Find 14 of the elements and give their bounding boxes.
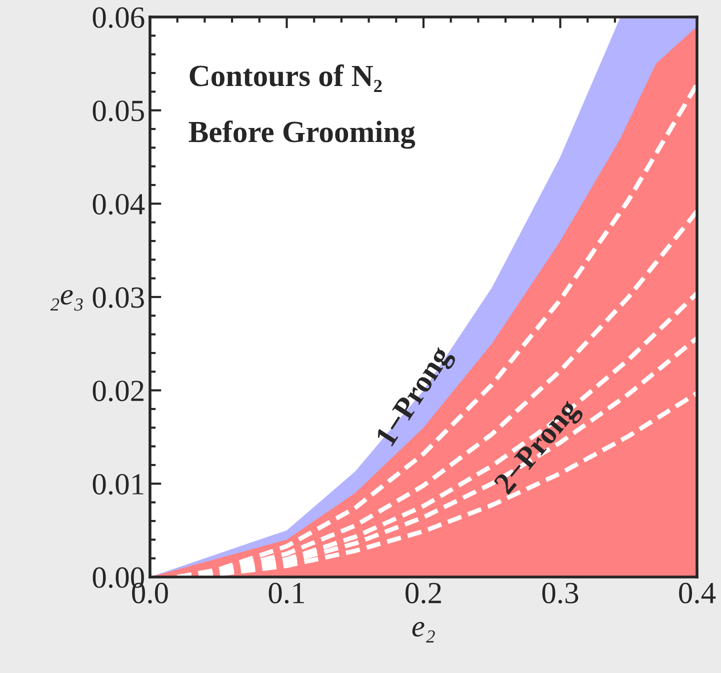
y-tick-label: 0.01 — [92, 474, 144, 495]
y-tick-label: 0.02 — [92, 380, 144, 402]
y-axis-title: ₂e₃ — [50, 290, 83, 311]
x-tick-label: 0.1 — [268, 582, 304, 604]
annotation: Before Grooming — [188, 120, 416, 149]
x-tick-label: 0.3 — [542, 582, 578, 604]
x-tick-label: 0.2 — [406, 582, 441, 604]
x-tick-label: 0.4 — [679, 582, 716, 604]
y-tick-label: 0.05 — [92, 100, 144, 122]
y-tick-label: 0.04 — [92, 194, 145, 215]
annotation: Contours of N₂ — [190, 64, 382, 92]
x-axis-title: e₂ — [412, 622, 435, 643]
y-tick-label: 0.06 — [92, 7, 144, 28]
y-tick-label: 0.03 — [92, 287, 144, 308]
